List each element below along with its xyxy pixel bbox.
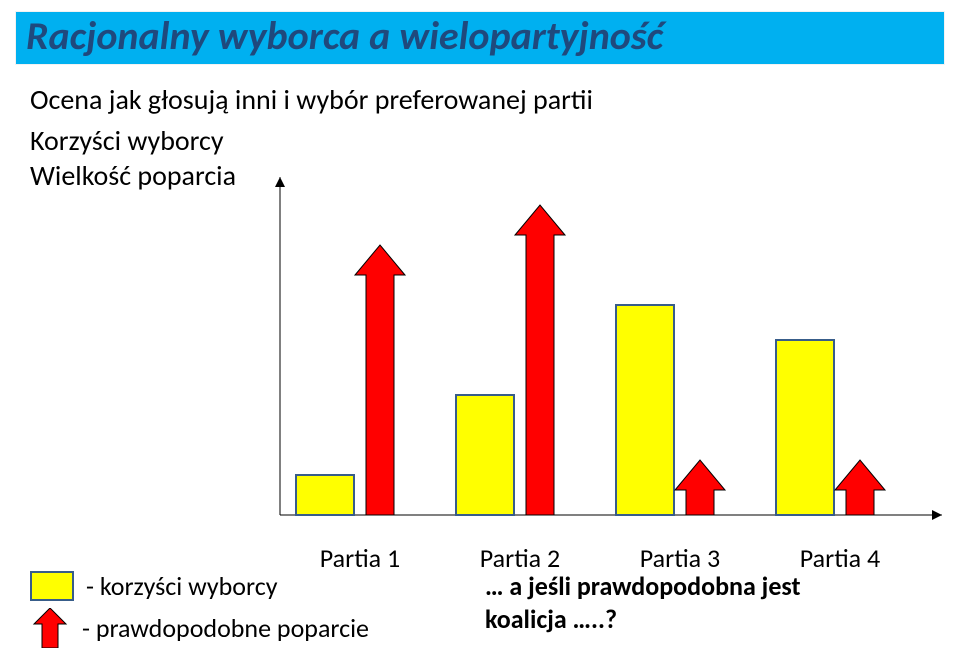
legend-square-icon	[30, 571, 74, 601]
chart	[280, 195, 920, 535]
coalition-line-2: koalicja …..?	[485, 603, 905, 636]
ylabel-2: Wielkość poparcia	[30, 158, 930, 193]
coalition-line-1: … a jeśli prawdopodobna jest	[485, 570, 905, 603]
page-title: Racjonalny wyborca a wielopartyjność	[26, 14, 934, 58]
arrow-shape	[34, 608, 66, 648]
legend-arrow-icon	[30, 608, 70, 648]
legend-label-1: - korzyści wyborcy	[86, 570, 277, 602]
x-label: Partia 1	[280, 542, 440, 572]
x-label: Partia 4	[760, 542, 920, 572]
x-label: Partia 2	[440, 542, 600, 572]
subtitle: Ocena jak głosują inni i wybór preferowa…	[30, 82, 930, 117]
coalition-question: … a jeśli prawdopodobna jest koalicja ….…	[485, 570, 905, 635]
subtitle-text: Ocena jak głosują inni i wybór preferowa…	[30, 82, 593, 117]
legend-item-benefits: - korzyści wyborcy	[30, 570, 369, 602]
chart-svg	[280, 195, 920, 535]
legend-label-2: - prawdopodobne poparcie	[82, 612, 369, 644]
x-axis-labels: Partia 1Partia 2Partia 3Partia 4	[280, 542, 920, 572]
x-label: Partia 3	[600, 542, 760, 572]
title-bar: Racjonalny wyborca a wielopartyjność	[16, 12, 944, 64]
y-axis-labels: Korzyści wyborcy Wielkość poparcia	[30, 123, 930, 193]
legend-item-support: - prawdopodobne poparcie	[30, 608, 369, 648]
ylabel-1: Korzyści wyborcy	[30, 123, 930, 158]
legend: - korzyści wyborcy - prawdopodobne popar…	[30, 570, 369, 654]
